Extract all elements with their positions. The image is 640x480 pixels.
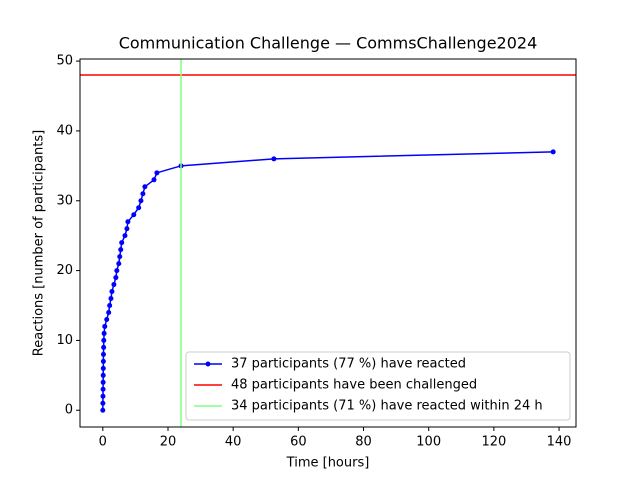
data-point (100, 386, 106, 392)
data-point (124, 226, 130, 232)
x-tick-label: 20 (160, 435, 177, 450)
data-point (100, 393, 106, 399)
data-point (125, 219, 131, 225)
legend-marker (205, 361, 211, 367)
data-point (117, 254, 123, 260)
data-point (142, 184, 148, 190)
data-point (131, 212, 137, 218)
data-point (116, 261, 122, 267)
data-point (109, 289, 115, 295)
data-point (100, 407, 106, 413)
data-point (136, 205, 142, 211)
data-point (100, 379, 106, 385)
y-tick-label: 30 (56, 193, 73, 208)
y-tick-label: 20 (56, 263, 73, 278)
y-tick-label: 10 (56, 333, 73, 348)
legend-label: 34 participants (71 %) have reacted with… (231, 399, 543, 414)
chart-title: Communication Challenge — CommsChallenge… (119, 34, 538, 53)
data-point (100, 358, 106, 364)
data-point (138, 198, 144, 204)
legend-label: 48 participants have been challenged (231, 378, 477, 393)
x-tick-label: 100 (416, 435, 441, 450)
data-point (119, 240, 125, 246)
data-point (111, 282, 117, 288)
data-point (108, 296, 114, 302)
data-point (550, 149, 556, 155)
y-tick-label: 0 (65, 403, 73, 418)
data-point (104, 316, 110, 322)
data-point (100, 351, 106, 357)
data-point (106, 309, 112, 315)
data-point (102, 323, 108, 329)
y-tick-label: 40 (56, 123, 73, 138)
data-point (100, 372, 106, 378)
data-point (154, 170, 160, 176)
y-axis-label: Reactions [number of participants] (32, 130, 47, 356)
x-axis-label: Time [hours] (286, 456, 370, 471)
x-tick-label: 140 (547, 435, 572, 450)
legend-box (185, 351, 571, 421)
x-tick-label: 120 (481, 435, 506, 450)
x-tick-label: 60 (290, 435, 307, 450)
data-point (101, 330, 107, 336)
legend-label: 37 participants (77 %) have reacted (231, 357, 466, 372)
data-point (100, 365, 106, 371)
x-tick-label: 40 (225, 435, 242, 450)
data-point (118, 247, 124, 253)
data-point (114, 268, 120, 274)
plot-frame (79, 58, 577, 428)
data-point (101, 344, 107, 350)
data-point (107, 302, 113, 308)
y-tick-label: 50 (56, 54, 73, 69)
data-point (140, 191, 146, 197)
x-tick-label: 0 (99, 435, 107, 450)
data-point (113, 275, 119, 281)
data-point (271, 156, 277, 162)
x-tick-label: 80 (355, 435, 372, 450)
data-point (100, 400, 106, 406)
data-point (122, 233, 128, 239)
data-point (151, 177, 157, 183)
data-point (101, 337, 107, 343)
